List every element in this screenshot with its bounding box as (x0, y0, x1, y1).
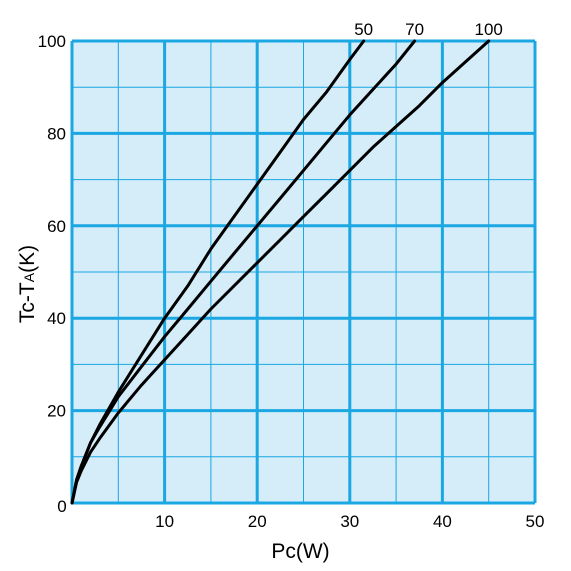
series-labels: 50 70 100 (354, 20, 503, 39)
y-tick-labels: 20 40 60 80 100 (38, 32, 66, 421)
x-tick-label: 50 (526, 512, 545, 531)
x-tick-label: 10 (155, 512, 174, 531)
series-line-100 (70, 39, 491, 505)
y-axis-label: Tc-TA(K) (16, 245, 39, 323)
x-tick-label: 30 (340, 512, 359, 531)
x-axis-label: Pc(W) (271, 540, 329, 563)
x-tick-label: 20 (248, 512, 267, 531)
series-label-70: 70 (405, 20, 424, 39)
origin-tick-label: 0 (57, 497, 66, 516)
y-tick-label: 60 (47, 217, 66, 236)
x-tick-label: 40 (433, 512, 452, 531)
y-tick-label: 40 (47, 309, 66, 328)
y-tick-label: 20 (47, 402, 66, 421)
y-axis-label-unit: (K) (16, 245, 39, 273)
y-tick-label: 80 (47, 124, 66, 143)
y-axis-label-main: Tc-T (16, 282, 39, 323)
major-grid (70, 39, 537, 505)
series-label-50: 50 (354, 20, 373, 39)
y-tick-label: 100 (38, 32, 66, 51)
x-axis-label-main: Pc (271, 540, 296, 563)
series-label-100: 100 (475, 20, 503, 39)
x-tick-labels: 0 10 20 30 40 50 (57, 497, 544, 531)
series-line-70 (70, 39, 417, 505)
series-lines (70, 39, 491, 505)
y-axis-label-subscript: A (21, 272, 37, 282)
x-axis-label-unit: (W) (296, 540, 330, 563)
